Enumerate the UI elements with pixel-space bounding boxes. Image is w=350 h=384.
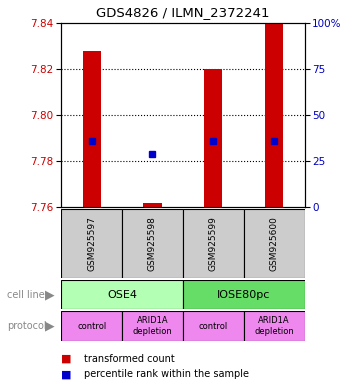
Text: ■: ■ bbox=[61, 354, 72, 364]
Text: ▶: ▶ bbox=[45, 288, 54, 301]
Bar bbox=[244, 209, 304, 278]
Title: GDS4826 / ILMN_2372241: GDS4826 / ILMN_2372241 bbox=[96, 6, 270, 19]
Bar bbox=[61, 280, 183, 309]
Bar bbox=[183, 209, 244, 278]
Bar bbox=[144, 203, 162, 207]
Text: cell line: cell line bbox=[7, 290, 45, 300]
Bar bbox=[122, 209, 183, 278]
Bar bbox=[61, 209, 122, 278]
Text: ■: ■ bbox=[61, 369, 72, 379]
Text: GSM925599: GSM925599 bbox=[209, 217, 218, 271]
Bar bbox=[183, 311, 244, 341]
Text: control: control bbox=[199, 321, 228, 331]
Text: IOSE80pc: IOSE80pc bbox=[217, 290, 271, 300]
Bar bbox=[204, 69, 222, 207]
Text: ▶: ▶ bbox=[45, 319, 54, 333]
Text: OSE4: OSE4 bbox=[107, 290, 137, 300]
Text: GSM925597: GSM925597 bbox=[87, 217, 96, 271]
Bar bbox=[183, 280, 304, 309]
Text: protocol: protocol bbox=[7, 321, 47, 331]
Text: ARID1A
depletion: ARID1A depletion bbox=[133, 316, 172, 336]
Bar bbox=[61, 311, 122, 341]
Bar bbox=[265, 23, 283, 207]
Text: percentile rank within the sample: percentile rank within the sample bbox=[84, 369, 249, 379]
Bar bbox=[244, 311, 304, 341]
Text: control: control bbox=[77, 321, 106, 331]
Text: GSM925598: GSM925598 bbox=[148, 217, 157, 271]
Bar bbox=[83, 51, 101, 207]
Text: GSM925600: GSM925600 bbox=[270, 217, 279, 271]
Bar bbox=[122, 311, 183, 341]
Text: ARID1A
depletion: ARID1A depletion bbox=[254, 316, 294, 336]
Text: transformed count: transformed count bbox=[84, 354, 175, 364]
